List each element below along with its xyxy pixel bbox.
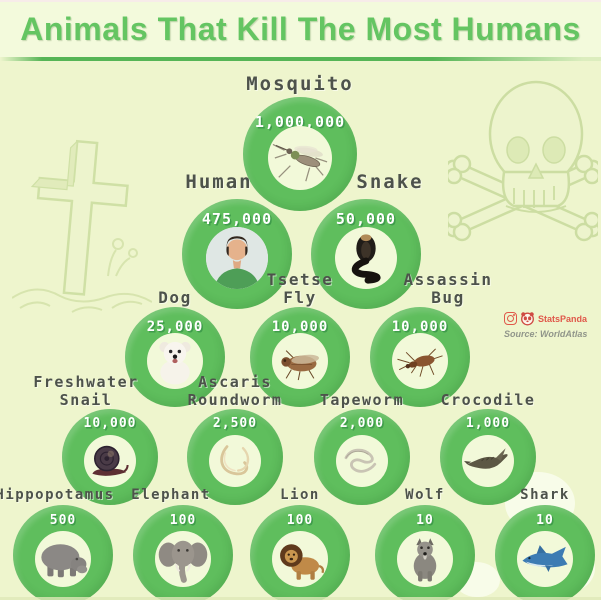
- crocodile-image: [462, 435, 514, 487]
- stat-circle: 10: [495, 505, 595, 600]
- stat-circle: 10,000: [250, 307, 350, 407]
- stat-circle: 2,500: [187, 409, 283, 505]
- death-count: 100: [286, 513, 314, 528]
- stat-circle: 25,000: [125, 307, 225, 407]
- wolf-image: [397, 531, 453, 587]
- death-count: 2,000: [339, 416, 385, 431]
- death-count: 50,000: [335, 210, 397, 228]
- node-assassin-bug: Assassin Bug 10,000: [335, 271, 505, 407]
- tsetse-fly-image: [272, 333, 328, 389]
- node-freshwater-snail: Freshwater Snail 10,000: [25, 373, 195, 505]
- ascaris-roundworm-image: [209, 435, 261, 487]
- death-count: 10,000: [391, 319, 449, 335]
- animal-label: Wolf: [405, 487, 445, 503]
- node-hippopotamus: Hippopotamus 500: [0, 486, 148, 600]
- brand-name: StatsPanda: [538, 313, 588, 324]
- death-count: 100: [169, 513, 197, 528]
- shark-image: [517, 531, 573, 587]
- stat-circle: 50,000: [311, 199, 421, 309]
- death-count: 2,500: [212, 416, 258, 431]
- stat-circle: 1,000,000: [243, 97, 357, 211]
- lion-image: [272, 531, 328, 587]
- tapeworm-image: [336, 435, 388, 487]
- death-count: 1,000: [465, 416, 511, 431]
- node-elephant: Elephant 100: [98, 486, 268, 600]
- source-credit: Source: WorldAtlas: [504, 329, 588, 339]
- death-count: 10: [416, 513, 434, 528]
- title-bar: Animals That Kill The Most Humans: [0, 2, 601, 57]
- stat-circle: 2,000: [314, 409, 410, 505]
- node-snake: Snake 50,000: [281, 170, 451, 309]
- animal-label: Shark: [520, 487, 570, 503]
- page-title: Animals That Kill The Most Humans: [20, 11, 581, 47]
- stat-circle: 475,000: [182, 199, 292, 309]
- dog-image: [147, 333, 203, 389]
- death-count: 10: [536, 513, 554, 528]
- hippopotamus-image: [35, 531, 91, 587]
- death-count: 25,000: [146, 319, 204, 335]
- freshwater-snail-image: [84, 435, 136, 487]
- node-wolf: Wolf 10: [340, 486, 510, 600]
- instagram-icon: [504, 312, 517, 325]
- death-count: 10,000: [271, 319, 329, 335]
- node-human: Human 475,000: [152, 170, 322, 309]
- node-lion: Lion 100: [215, 486, 385, 600]
- animal-label: Freshwater Snail: [33, 373, 139, 409]
- death-count: 1,000,000: [254, 113, 346, 131]
- stat-circle: 10,000: [62, 409, 158, 505]
- animal-label: Human: [185, 171, 253, 193]
- node-shark: Shark 10: [460, 486, 601, 600]
- stat-circle: 1,000: [440, 409, 536, 505]
- stat-circle: 100: [133, 505, 233, 600]
- node-crocodile: Crocodile 1,000: [403, 373, 573, 505]
- death-count: 10,000: [83, 416, 137, 431]
- node-tapeworm: Tapeworm 2,000: [277, 373, 447, 505]
- animal-label: Tsetse Fly: [266, 270, 334, 307]
- stat-circle: 10: [375, 505, 475, 600]
- title-underline: [0, 57, 601, 61]
- animal-label: Hippopotamus: [0, 487, 115, 503]
- animal-label: Snake: [356, 171, 424, 193]
- animal-label: Crocodile: [440, 391, 536, 409]
- attribution-block: StatsPanda Source: WorldAtlas: [504, 311, 598, 339]
- animal-label: Assassin Bug: [403, 270, 493, 307]
- brand-row: StatsPanda: [504, 311, 598, 326]
- assassin-bug-image: [392, 333, 448, 389]
- stat-circle: 100: [250, 505, 350, 600]
- animal-label: Tapeworm: [319, 391, 405, 409]
- elephant-image: [155, 531, 211, 587]
- animal-label: Lion: [280, 487, 320, 503]
- human-image: [206, 227, 268, 289]
- death-count: 500: [49, 513, 77, 528]
- death-count: 475,000: [201, 210, 273, 228]
- animal-label: Ascaris Roundworm: [187, 373, 283, 409]
- stat-circle: 10,000: [370, 307, 470, 407]
- bottom-edge-line: [0, 597, 601, 600]
- animal-label: Elephant: [131, 487, 211, 503]
- stat-circle: 500: [13, 505, 113, 600]
- snake-image: [335, 227, 397, 289]
- mosquito-image: [268, 126, 332, 190]
- panda-icon: [521, 312, 534, 326]
- node-tsetse-fly: Tsetse Fly 10,000: [215, 271, 385, 407]
- node-ascaris-roundworm: Ascaris Roundworm 2,500: [150, 373, 320, 505]
- node-dog: Dog 25,000: [90, 271, 260, 407]
- animal-label: Mosquito: [246, 73, 354, 95]
- animal-label: Dog: [158, 288, 192, 307]
- node-mosquito: Mosquito 1,000,000: [215, 72, 385, 211]
